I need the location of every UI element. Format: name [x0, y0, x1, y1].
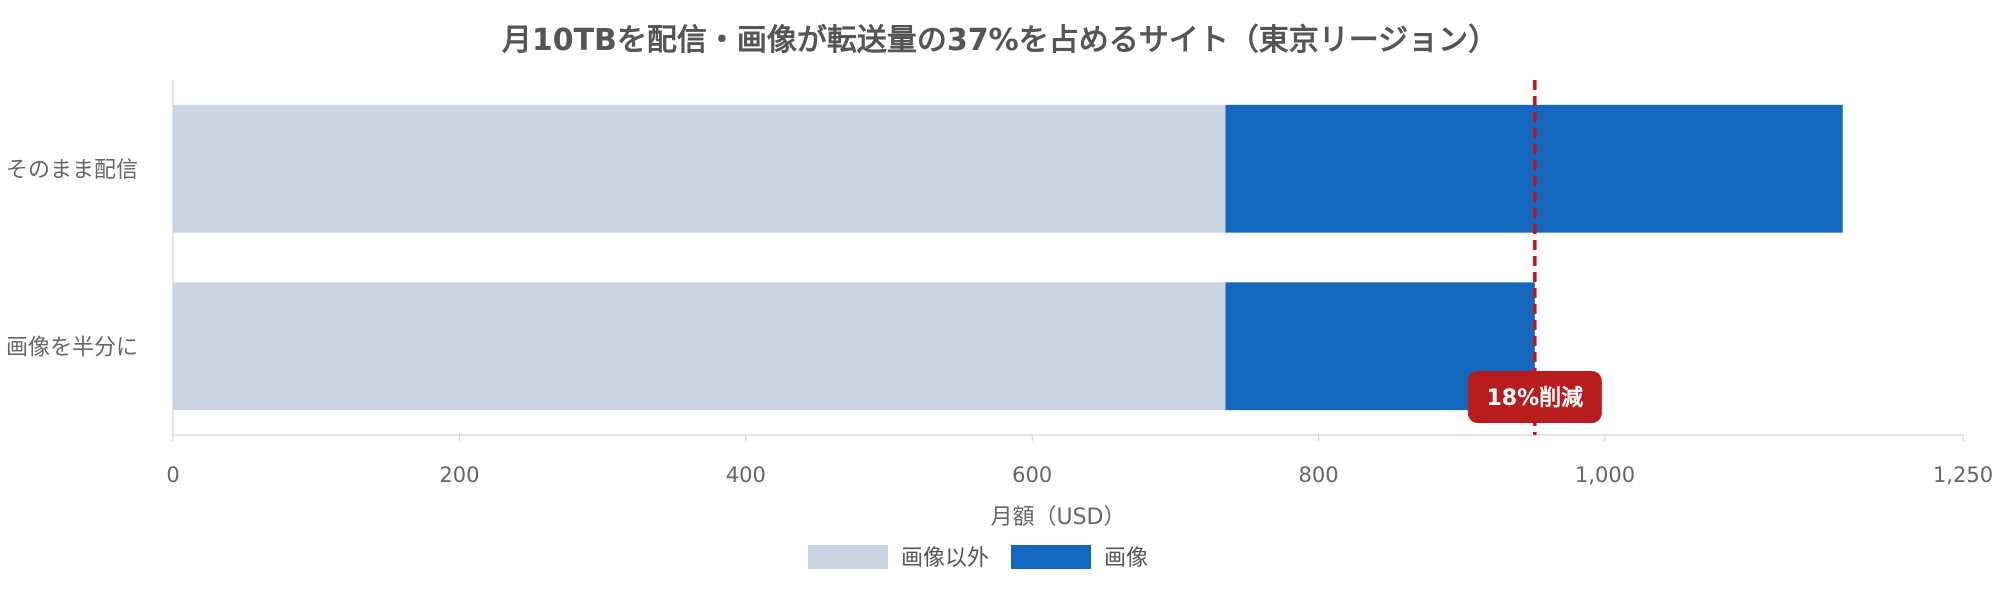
legend: 画像以外 画像 — [808, 545, 1148, 571]
x-tick-label: 1,000 — [1575, 463, 1635, 487]
x-tick-label: 400 — [726, 463, 766, 487]
bar-segment-non-image — [173, 104, 1226, 233]
x-tick-label: 600 — [1012, 463, 1052, 487]
bar-segment-non-image — [173, 282, 1226, 411]
legend-swatch — [1011, 545, 1092, 569]
reduction-badge-label: 18%削減 — [1486, 386, 1583, 411]
x-tick-label: 200 — [439, 463, 479, 487]
y-category-label: そのまま配信 — [6, 158, 138, 183]
legend-label: 画像以外 — [901, 546, 989, 571]
legend-swatch — [808, 545, 888, 569]
y-category-label: 画像を半分に — [6, 335, 138, 360]
x-axis-title: 月額（USD） — [990, 505, 1125, 530]
x-tick-label: 0 — [166, 463, 179, 487]
chart-title: 月10TBを配信・画像が転送量の37%を占めるサイト（東京リージョン） — [502, 23, 1498, 58]
legend-label: 画像 — [1104, 546, 1148, 571]
reduction-badge — [1467, 371, 1602, 423]
x-tick-label: 1,250 — [1933, 463, 1993, 487]
x-tick-label: 800 — [1299, 463, 1339, 487]
